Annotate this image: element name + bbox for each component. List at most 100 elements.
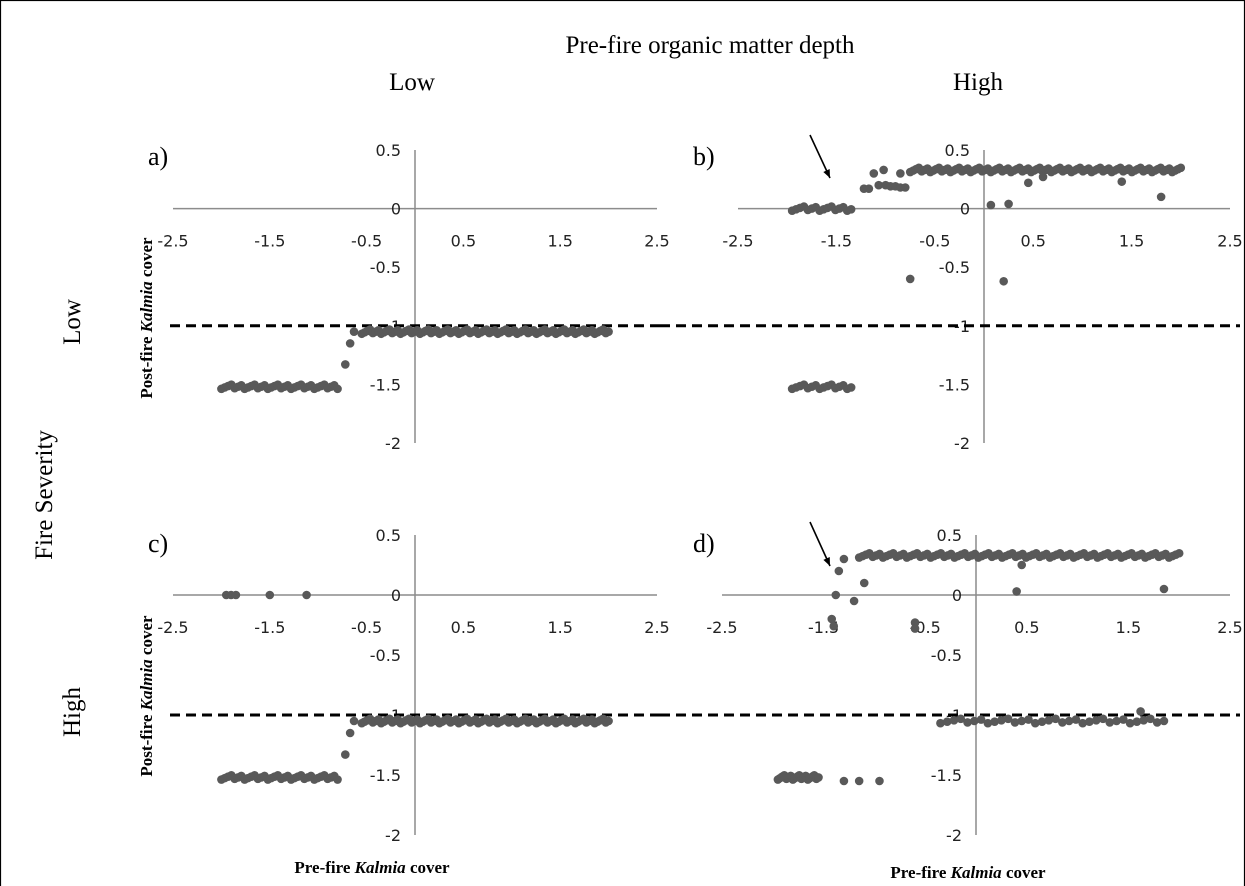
data-point: [1152, 718, 1162, 727]
y-tick-label: 0: [391, 200, 401, 219]
panel-b: -2.5 -1.5 -0.5 0.5 1.5 2.5 0.5 0 -0.5 -1 -1.5 -2 b): [660, 134, 1243, 453]
data-point: [956, 714, 966, 724]
x-tick-label: 1.5: [547, 232, 572, 251]
y-tick-label: -1.5: [370, 766, 401, 785]
data-point: [1176, 163, 1186, 173]
data-point: [1156, 192, 1166, 202]
data-point: [846, 205, 856, 214]
data-point: [1030, 718, 1040, 728]
y-axis-label-bottom: Post-fire Kalmia cover: [137, 615, 156, 777]
y-tick-label: 0: [952, 586, 962, 605]
data-point: [1117, 177, 1127, 186]
x-tick-label: -1.5: [254, 618, 285, 637]
data-point: [1125, 718, 1135, 728]
panel-label: a): [148, 142, 168, 171]
x-tick-label: 2.5: [1217, 618, 1242, 637]
y-tick-label: -0.5: [370, 646, 401, 665]
data-point: [1017, 560, 1027, 570]
data-point: [333, 384, 342, 394]
data-point: [859, 578, 869, 588]
data-point: [834, 566, 844, 576]
data-point: [874, 180, 884, 190]
data-point: [997, 715, 1006, 725]
y-tick-label: -0.5: [931, 646, 962, 665]
x-tick-label: 0.5: [1014, 618, 1039, 637]
data-point: [1112, 716, 1121, 726]
data-point: [1064, 716, 1074, 726]
y-axis-label-top: Post-fire Kalmia cover: [137, 237, 156, 399]
y-tick-label: 0.5: [376, 526, 401, 545]
y-tick-label: -1: [954, 317, 970, 336]
panel-c: -2.5 -1.5 -0.5 0.5 1.5 2.50.50-0.5-1-1.5-2c): [148, 526, 670, 845]
x-axis-label-right: Pre-fire Kalmia cover: [890, 863, 1046, 882]
data-point: [986, 200, 996, 210]
y-tick-label: -1.5: [370, 375, 401, 394]
panel-label: d): [693, 529, 715, 558]
data-point: [1139, 715, 1148, 725]
data-point: [864, 184, 874, 193]
column-label-high: High: [953, 69, 1004, 96]
data-point: [1037, 717, 1047, 727]
data-point: [829, 621, 839, 631]
panel-label: c): [148, 529, 168, 558]
data-point: [846, 383, 856, 392]
x-tick-label: 0.5: [451, 232, 476, 251]
x-tick-label: 1.5: [1119, 232, 1144, 251]
x-tick-label: -2.5: [706, 618, 737, 637]
data-point: [1024, 715, 1033, 724]
data-point: [1012, 587, 1021, 596]
x-tick-label: -1.5: [821, 232, 852, 251]
data-point: [333, 775, 342, 784]
column-title: Pre-fire organic matter depth: [565, 32, 855, 59]
data-point: [1091, 715, 1101, 725]
data-point: [905, 274, 915, 284]
y-tick-label: -2: [946, 826, 962, 845]
x-tick-label: 2.5: [644, 618, 669, 637]
data-point: [849, 596, 859, 606]
data-point: [875, 776, 884, 786]
y-tick-label: -0.5: [370, 258, 401, 277]
panel-d: -2.5-1.5-0.50.51.52.50.50-0.5-1-1.5-2d): [660, 521, 1243, 845]
data-point: [1146, 714, 1155, 724]
data-point: [349, 716, 359, 726]
row-label-high: High: [59, 687, 86, 738]
row-title: Fire Severity: [31, 430, 58, 560]
data-point: [1058, 718, 1067, 727]
data-point: [896, 169, 905, 178]
data-point: [1017, 716, 1027, 726]
x-tick-label: -0.5: [919, 232, 950, 251]
data-point: [970, 716, 979, 726]
data-point: [910, 618, 920, 627]
data-point: [1174, 548, 1184, 558]
data-point: [1132, 717, 1142, 727]
data-point: [265, 590, 275, 600]
panel-label: b): [693, 142, 715, 171]
y-tick-label: -0.5: [939, 258, 970, 277]
x-tick-label: -1.5: [254, 232, 285, 251]
data-point: [1038, 172, 1048, 182]
row-label-low: Low: [59, 299, 86, 345]
data-point: [341, 360, 350, 369]
data-point: [827, 614, 837, 624]
x-axis-label-left: Pre-fire Kalmia cover: [294, 858, 450, 877]
y-tick-label: 0: [391, 586, 401, 605]
x-tick-label: 0.5: [451, 618, 476, 637]
y-tick-label: 0.5: [937, 526, 962, 545]
x-tick-label: 0.5: [1020, 232, 1045, 251]
data-point: [976, 715, 986, 724]
data-point: [1078, 718, 1087, 728]
y-tick-label: -1.5: [931, 766, 962, 785]
x-tick-label: -0.5: [351, 232, 382, 251]
x-tick-label: 2.5: [644, 232, 669, 251]
data-point: [1098, 714, 1108, 724]
data-point: [879, 165, 888, 175]
data-point: [1044, 715, 1054, 725]
data-point: [1071, 715, 1081, 724]
data-point: [1136, 707, 1145, 716]
data-point: [1004, 199, 1013, 209]
data-point: [1085, 717, 1094, 727]
data-point: [1159, 584, 1169, 594]
data-point: [1159, 716, 1169, 726]
arrow-head: [823, 557, 830, 566]
